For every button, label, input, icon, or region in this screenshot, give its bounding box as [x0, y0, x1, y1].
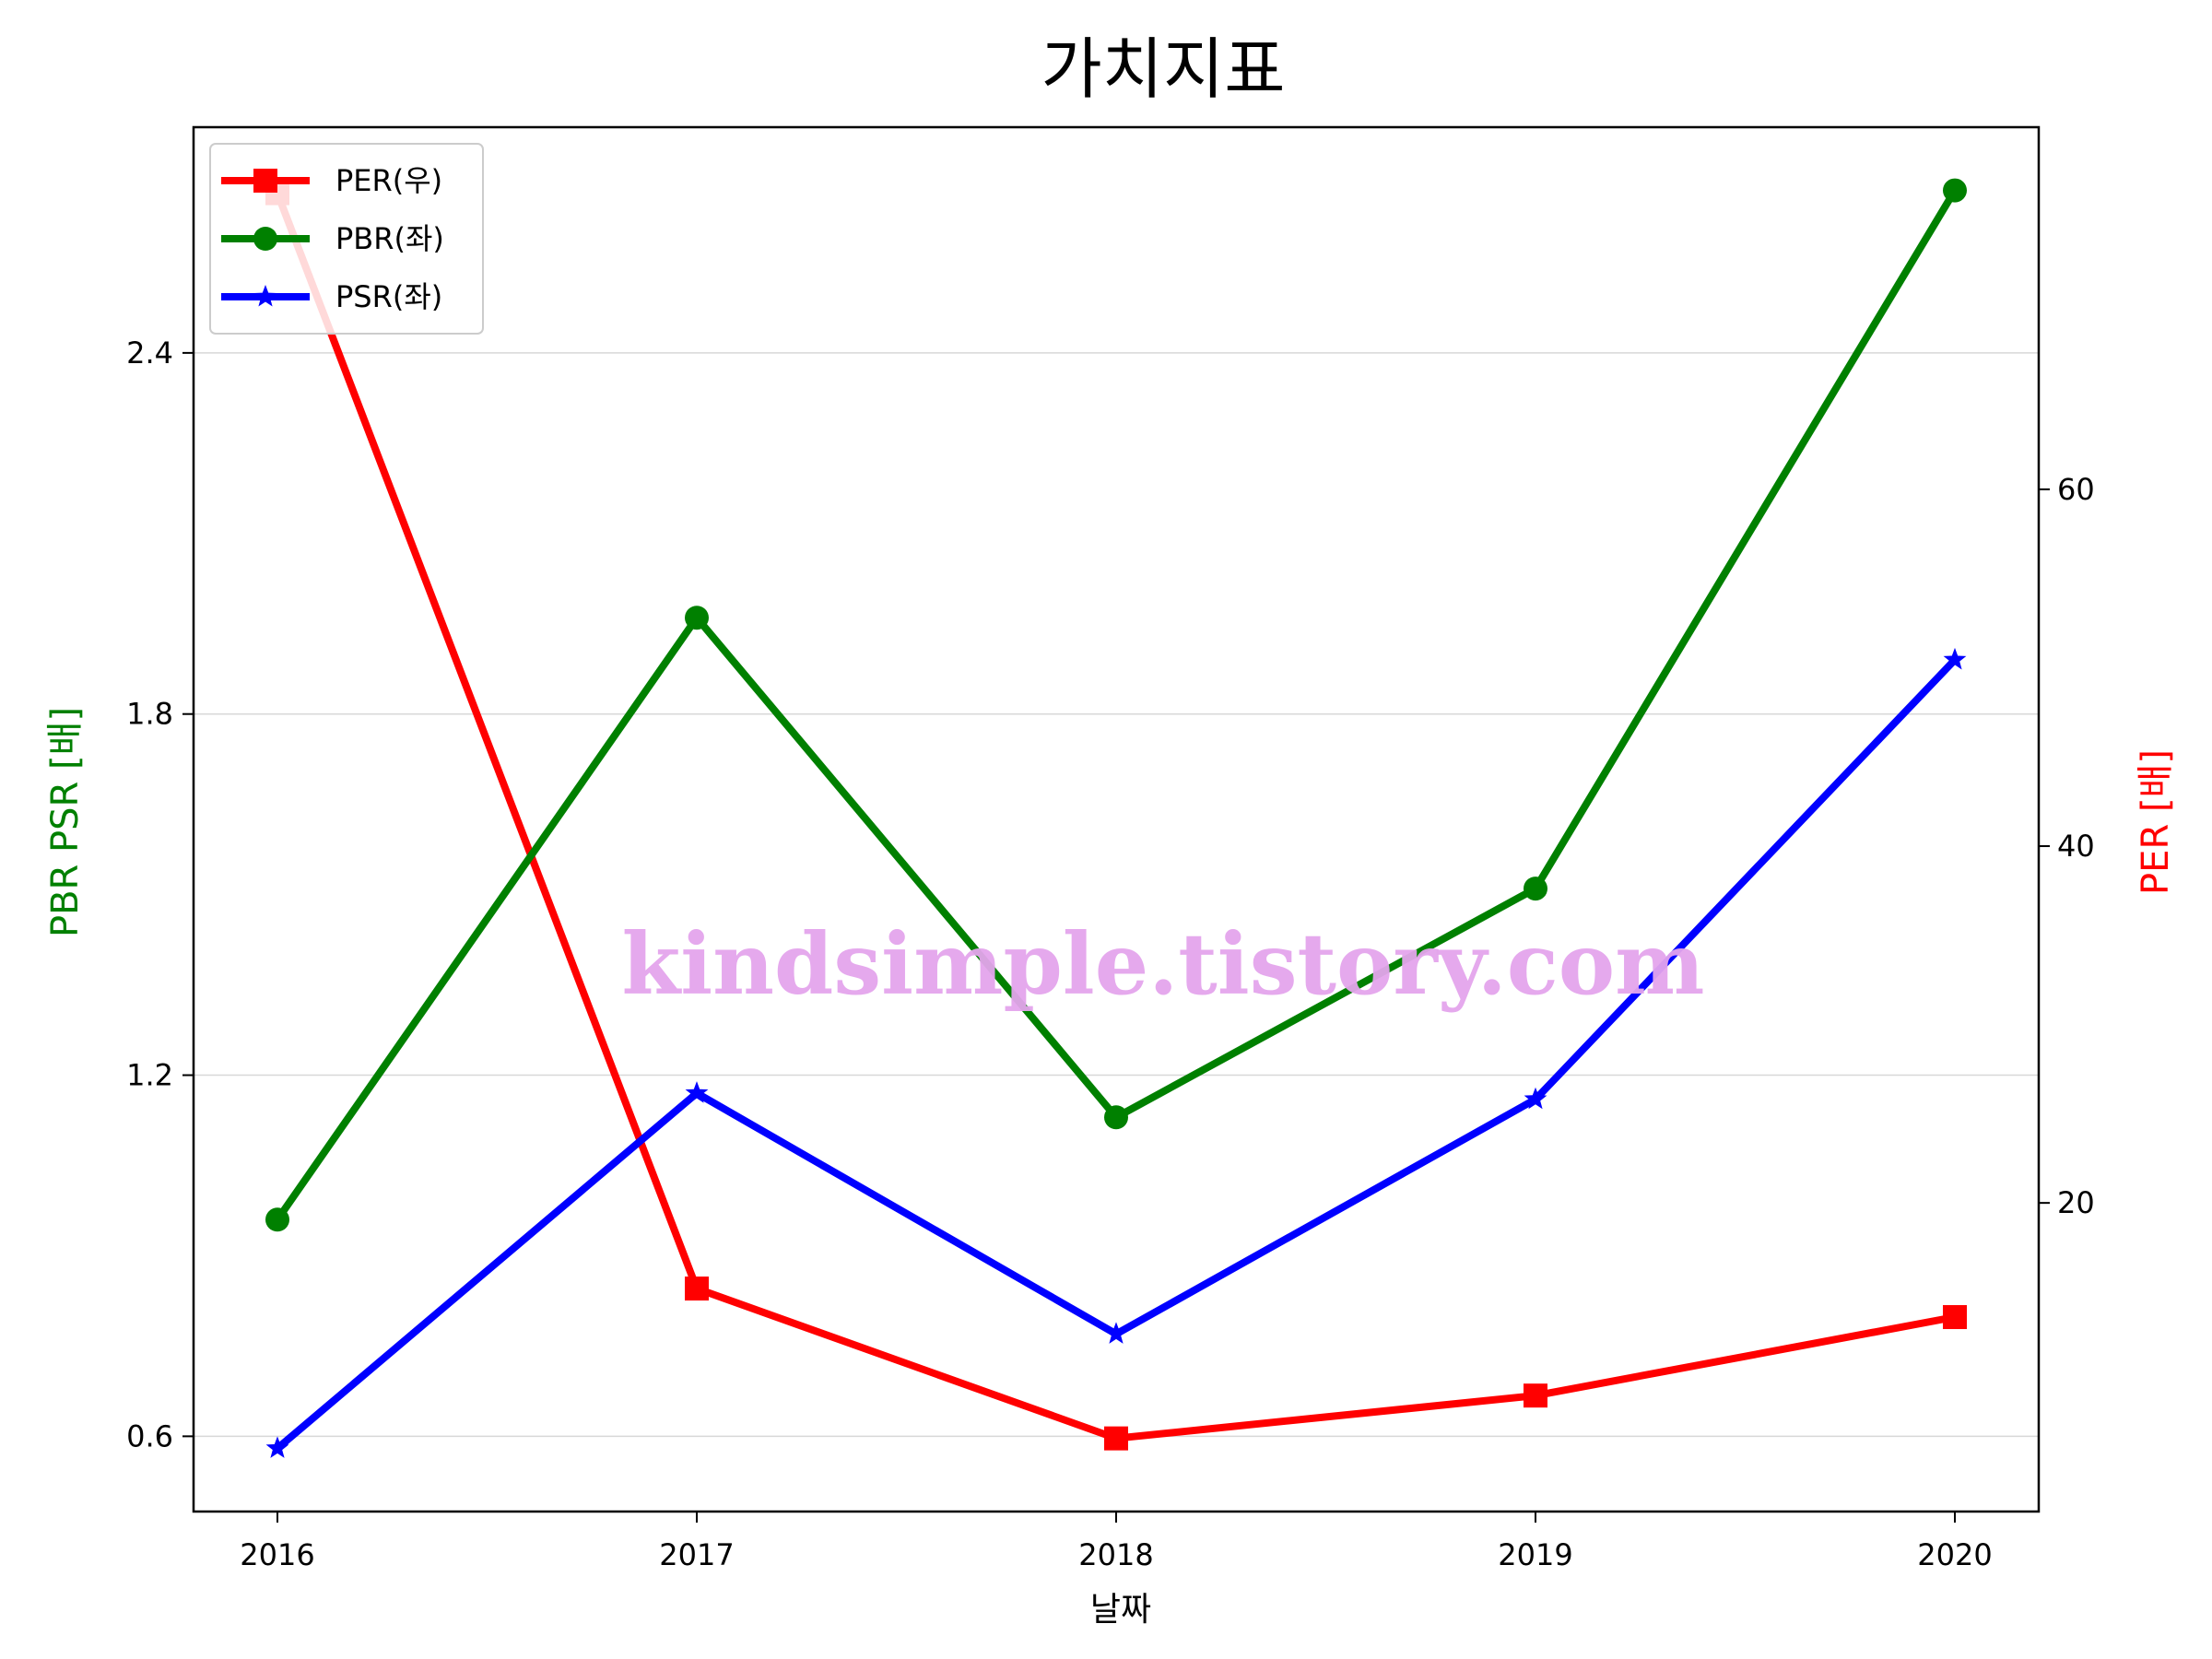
y-left-tick-label: 2.4 — [126, 335, 173, 371]
series-layer — [265, 178, 1967, 1458]
series-line — [274, 192, 1956, 1442]
y-axis-right-label: PER [배] — [2135, 749, 2177, 895]
data-point — [685, 606, 709, 630]
data-point — [685, 1277, 709, 1301]
plot-frame — [192, 125, 2041, 1513]
data-point — [1943, 647, 1967, 670]
x-axis-label: 날짜 — [1090, 1591, 1151, 1629]
data-point — [1104, 1426, 1128, 1451]
y-left-tick-label: 1.2 — [126, 1058, 173, 1093]
y-left-tick-label: 0.6 — [126, 1418, 173, 1453]
legend-item: PER(우) — [221, 163, 442, 198]
data-point — [1524, 877, 1547, 901]
series-square — [265, 181, 1967, 1451]
y-right-tick-label: 40 — [2057, 829, 2095, 864]
x-tick-label: 2020 — [1917, 1537, 1992, 1572]
data-point — [1524, 1087, 1547, 1110]
series-line — [274, 188, 1959, 1222]
x-tick-label: 2017 — [659, 1537, 734, 1572]
legend-swatch-marker — [253, 227, 277, 251]
data-point — [1943, 178, 1967, 203]
x-tick-label: 2019 — [1498, 1537, 1572, 1572]
x-tick-label: 2016 — [240, 1537, 314, 1572]
legend-swatch-marker — [253, 169, 277, 193]
legend-item: PBR(좌) — [221, 221, 444, 256]
y-left-tick-label: 1.8 — [126, 697, 173, 732]
axes: 2016 2017 2018 2019 2020 0.6 1.2 1.8 2.4 20 40 60 — [126, 335, 2095, 1572]
legend: PER(우) PBR(좌) PSR(좌) — [209, 143, 484, 335]
y-right-tick-label: 60 — [2057, 472, 2095, 507]
legend-label: PER(우) — [335, 163, 442, 198]
legend-item: PSR(좌) — [221, 279, 442, 314]
watermark-annotation: kindsimple.tistory.com — [621, 914, 1704, 1014]
legend-box — [209, 143, 484, 335]
series-circle — [265, 178, 1967, 1232]
data-point — [1524, 1383, 1547, 1408]
data-point — [1943, 1305, 1967, 1330]
data-point — [1104, 1322, 1128, 1344]
series-star — [265, 647, 1967, 1458]
data-point — [265, 1436, 289, 1458]
chart-title: 가치지표 — [1041, 30, 1286, 108]
legend-swatch-marker — [253, 285, 277, 307]
legend-label: PSR(좌) — [335, 279, 442, 314]
x-tick-label: 2018 — [1078, 1537, 1153, 1572]
data-point — [1104, 1105, 1128, 1130]
data-point — [265, 1207, 289, 1232]
legend-label: PBR(좌) — [335, 221, 444, 256]
data-point — [685, 1081, 709, 1103]
y-axis-left-label: PBR PSR [배] — [44, 707, 87, 937]
y-right-tick-label: 20 — [2057, 1185, 2095, 1220]
